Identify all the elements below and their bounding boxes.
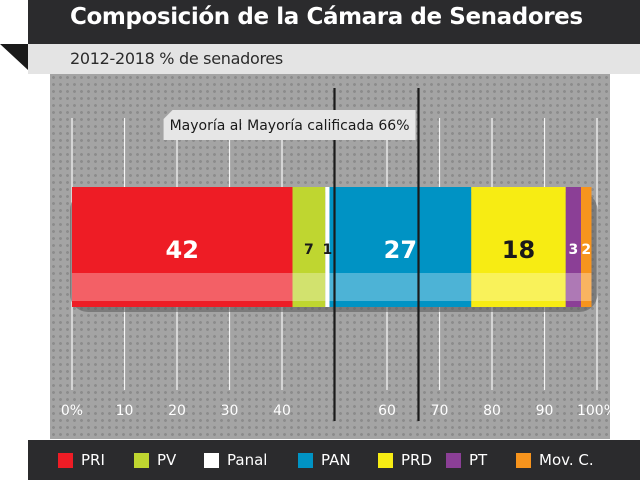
bar-prd [471,187,566,307]
bar-highlight-pt [565,273,581,301]
tick-label-5: 60 [378,403,396,419]
legend-label-mov-c: Mov. C. [539,451,594,469]
bar-mov-c [580,187,592,307]
legend-item-mov-c: Mov. C. [516,450,594,470]
bar-highlight-pri [72,273,293,301]
title-bar-corner [0,44,28,70]
data-label-pri: 42 [166,236,199,264]
legend-swatch-panal [204,452,219,468]
legend-swatch-pri [58,452,73,468]
legend-item-pt: PT [446,450,487,470]
legend-label-panal: Panal [227,451,268,469]
chart-title: Composición de la Cámara de Senadores [70,4,583,30]
bar-highlight-pv [292,273,326,301]
tick-label-9: 100% [577,403,610,419]
legend [28,440,640,480]
data-label-prd: 18 [502,236,535,264]
legend-label-pan: PAN [321,451,351,469]
data-label-pv: 7 [304,242,314,258]
bar-highlight-pan [329,273,472,301]
tick-label-3: 30 [221,403,239,419]
legend-swatch-pan [298,452,313,468]
tick-label-6: 70 [431,403,449,419]
legend-item-panal: Panal [204,450,267,470]
tick-label-0: 0% [61,403,83,419]
bar-panal [325,187,330,307]
legend-label-prd: PRD [401,451,433,469]
bar-highlight-mov-c [580,273,592,301]
bar-highlight-prd [471,273,566,301]
legend-label-pv: PV [157,451,177,469]
tick-label-4: 40 [273,403,291,419]
title-bar [28,0,640,44]
bar-pri [72,187,293,307]
legend-swatch-pv [134,452,149,468]
legend-swatch-prd [378,452,393,468]
data-label-mov-c: 2 [581,242,591,258]
subtitle-bar [28,44,640,74]
bar-pt [565,187,581,307]
tick-label-8: 90 [536,403,554,419]
legend-item-pri: PRI [58,450,105,470]
tick-label-7: 80 [483,403,501,419]
legend-item-pv: PV [134,450,176,470]
legend-label-pri: PRI [81,451,105,469]
bar-pv [292,187,326,307]
legend-item-prd: PRD [378,450,432,470]
bar-highlight-panal [325,273,330,301]
annotation-1: Mayoría calificada 66% [247,118,409,134]
legend-item-pan: PAN [298,450,351,470]
annotation-box-1 [241,110,416,140]
bar-pan [329,187,472,307]
tick-label-1: 10 [116,403,134,419]
legend-swatch-pt [446,452,461,468]
data-label-pan: 27 [384,236,417,264]
tick-label-2: 20 [168,403,186,419]
legend-label-pt: PT [469,451,488,469]
data-label-panal: 1 [323,242,333,258]
chart-subtitle: 2012-2018 % de senadores [70,49,283,68]
data-label-pt: 3 [569,242,579,258]
legend-swatch-mov-c [516,452,531,468]
